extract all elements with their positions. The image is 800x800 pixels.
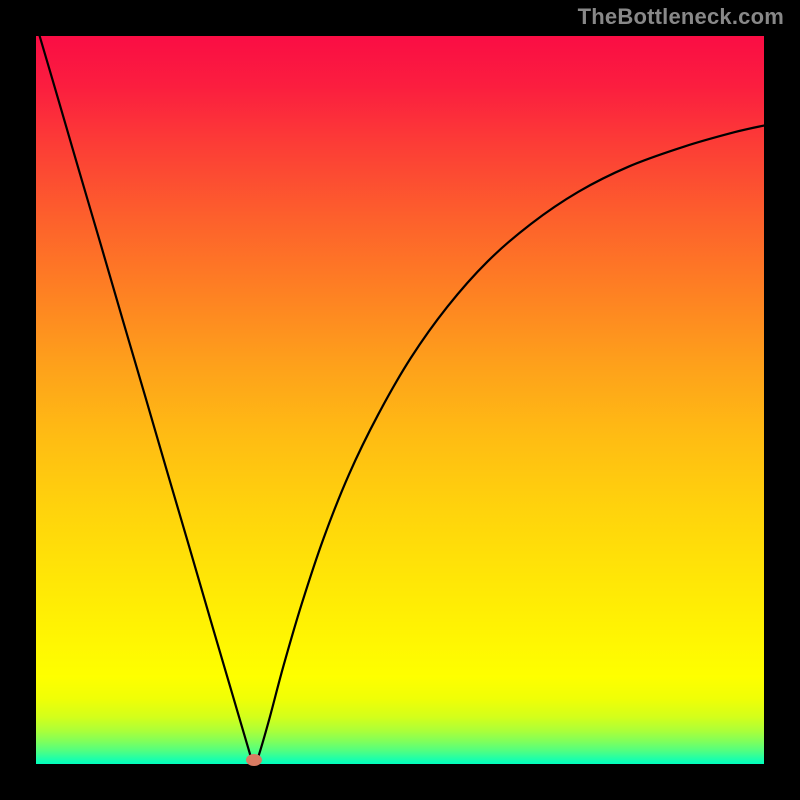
curve-path [40,36,764,763]
chart-root: TheBottleneck.com [0,0,800,800]
bottleneck-curve [36,36,764,764]
plot-area [36,36,764,764]
watermark-text: TheBottleneck.com [578,4,784,30]
minimum-marker [246,754,262,766]
